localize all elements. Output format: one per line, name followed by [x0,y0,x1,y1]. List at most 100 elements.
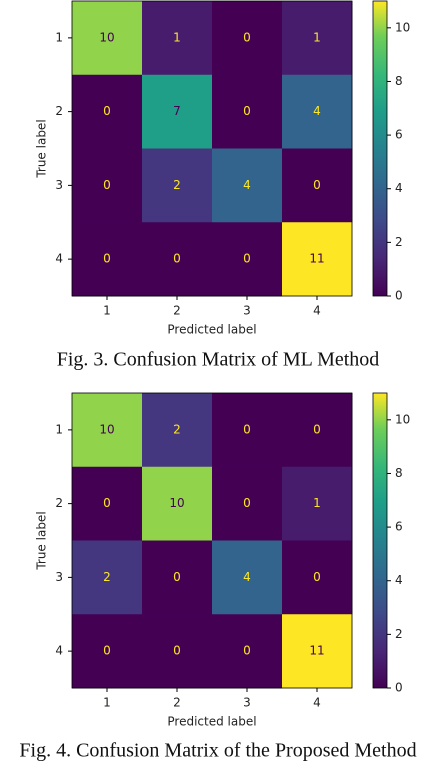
cell-label: 0 [243,30,251,44]
heatmap-cell [142,393,213,468]
y-tick-label: 3 [55,178,63,192]
colorbar-tick-label: 0 [395,681,403,695]
heatmap-cell [72,393,143,468]
x-axis-label: Predicted label [167,715,256,729]
cell-label: 0 [243,422,251,436]
heatmap-cell [282,540,353,615]
heatmap-cell [212,222,283,297]
colorbar-tick-label: 4 [395,181,403,195]
heatmap-cell [72,614,143,689]
cell-label: 10 [99,422,114,436]
cell-label: 0 [103,644,111,658]
y-tick-label: 2 [55,104,63,118]
heatmap-cell [142,74,213,149]
heatmap-cell [72,148,143,223]
heatmap-cell [142,614,213,689]
cell-label: 0 [243,104,251,118]
colorbar-tick-label: 4 [395,573,403,587]
x-tick-label: 1 [103,304,111,318]
cell-label: 0 [243,496,251,510]
cell-label: 0 [243,644,251,658]
cell-label: 0 [103,178,111,192]
y-axis-label: True label [35,119,49,178]
heatmap-cell [212,1,283,76]
heatmap-cell [142,1,213,76]
cell-label: 2 [103,570,111,584]
colorbar-tick-label: 8 [395,466,403,480]
cell-label: 0 [313,178,321,192]
colorbar-tick-label: 0 [395,289,403,303]
colorbar-tick-label: 10 [395,412,410,426]
x-tick-label: 4 [313,696,321,710]
colorbar-tick-label: 2 [395,627,403,641]
heatmap-cell [72,466,143,541]
heatmap-cell [212,393,283,468]
x-tick-label: 3 [243,696,251,710]
cell-label: 0 [173,644,181,658]
heatmap-cell [282,614,353,689]
cell-label: 0 [103,496,111,510]
x-tick-label: 1 [103,696,111,710]
cell-label: 11 [309,644,324,658]
cell-label: 1 [313,30,321,44]
cell-label: 0 [313,422,321,436]
heatmap-cell [282,393,353,468]
heatmap-cell [212,614,283,689]
colorbar [372,0,388,297]
cell-label: 2 [173,178,181,192]
heatmap-cell [142,222,213,297]
heatmap-cell [282,74,353,149]
colorbar-tick-label: 6 [395,520,403,534]
x-tick-label: 2 [173,304,181,318]
heatmap-cell [282,1,353,76]
heatmap-cell [142,466,213,541]
y-tick-label: 1 [55,422,63,436]
plot-frame [71,0,353,297]
figure-caption: Fig. 3. Confusion Matrix of ML Method [57,349,380,371]
x-tick-label: 3 [243,304,251,318]
cell-label: 4 [243,570,251,584]
heatmap-cell [282,222,353,297]
cell-label: 0 [243,252,251,266]
heatmap-cell [142,540,213,615]
heatmap-cell [282,466,353,541]
heatmap-cell [72,1,143,76]
cell-label: 0 [103,104,111,118]
heatmap-cell [72,74,143,149]
cell-label: 0 [313,570,321,584]
cell-label: 1 [313,496,321,510]
y-tick-label: 3 [55,570,63,584]
y-tick-label: 2 [55,496,63,510]
cell-label: 2 [173,422,181,436]
heatmap-cell [212,540,283,615]
plot-frame [71,392,353,689]
heatmap-cell [72,222,143,297]
colorbar-tick-label: 6 [395,128,403,142]
cell-label: 0 [173,570,181,584]
heatmap-cell [212,148,283,223]
cell-label: 10 [169,496,184,510]
cell-label: 0 [103,252,111,266]
cell-label: 4 [313,104,321,118]
cell-label: 1 [173,30,181,44]
heatmap-cell [212,466,283,541]
cell-label: 11 [309,252,324,266]
colorbar-tick-label: 8 [395,74,403,88]
y-axis-label: True label [35,511,49,570]
y-tick-label: 1 [55,30,63,44]
cell-label: 0 [173,252,181,266]
heatmap-cell [142,148,213,223]
colorbar-tick-label: 10 [395,20,410,34]
x-axis-label: Predicted label [167,323,256,337]
heatmap-cell [282,148,353,223]
cell-label: 7 [173,104,181,118]
heatmap-cell [212,74,283,149]
figure-caption: Fig. 4. Confusion Matrix of the Proposed… [19,740,416,762]
heatmap-cell [72,540,143,615]
x-tick-label: 4 [313,304,321,318]
y-tick-label: 4 [55,644,63,658]
y-tick-label: 4 [55,252,63,266]
cell-label: 10 [99,30,114,44]
